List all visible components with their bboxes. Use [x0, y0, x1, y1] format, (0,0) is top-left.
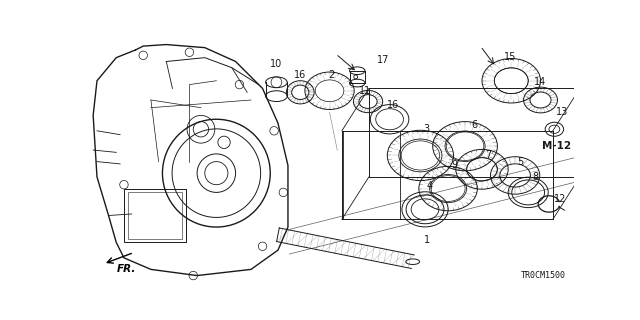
Text: 16: 16 [387, 100, 399, 110]
Text: 11: 11 [359, 86, 371, 96]
Text: TR0CM1500: TR0CM1500 [521, 271, 566, 280]
Text: 15: 15 [504, 52, 516, 62]
Text: 3: 3 [424, 124, 429, 134]
Bar [128, 192, 182, 239]
Text: 16: 16 [294, 70, 307, 80]
Text: 14: 14 [534, 76, 547, 86]
Text: 5: 5 [517, 156, 524, 167]
Text: 8: 8 [533, 172, 539, 182]
Text: 10: 10 [270, 59, 282, 69]
Text: 12: 12 [554, 194, 566, 204]
Bar [124, 188, 186, 243]
Text: 17: 17 [377, 55, 390, 65]
Text: 13: 13 [556, 107, 568, 116]
Text: 6: 6 [471, 120, 477, 130]
Text: 9: 9 [451, 160, 458, 171]
Text: 7: 7 [485, 150, 492, 160]
Text: 1: 1 [424, 235, 429, 245]
Text: 4: 4 [427, 181, 433, 191]
Text: 2: 2 [329, 69, 335, 80]
Text: M-12: M-12 [542, 141, 572, 151]
Text: FR.: FR. [116, 264, 136, 275]
